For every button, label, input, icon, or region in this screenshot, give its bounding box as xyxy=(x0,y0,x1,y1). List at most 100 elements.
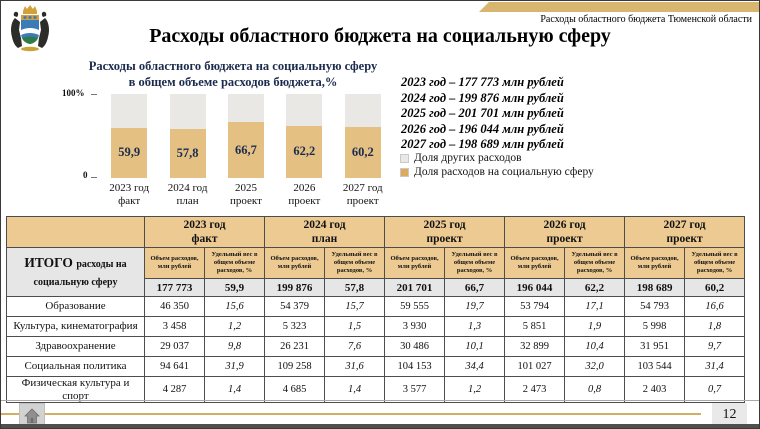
year-group-line1: 2025 год xyxy=(423,218,466,231)
year-group-line2: проект xyxy=(666,233,703,245)
total-value-cell: 57,8 xyxy=(324,278,386,297)
value-cell: 1,5 xyxy=(324,316,386,337)
value-cell: 31 951 xyxy=(624,336,686,357)
corner-tag: Расходы областного бюджета Тюменской обл… xyxy=(540,14,752,25)
x-axis-category-line1: 2025 xyxy=(234,182,257,194)
bar-segment-social-share: 57,8 xyxy=(169,129,206,178)
y-axis-tick-100: 100% xyxy=(62,88,85,98)
value-cell: 101 027 xyxy=(504,356,566,377)
value-cell: 46 350 xyxy=(144,296,205,317)
table-row: Физическая культура и спорт 4 287 1,4 4 685… xyxy=(6,375,746,404)
value-cell: 4 685 xyxy=(264,375,326,404)
x-axis-category-label: 2025 проект xyxy=(217,182,275,208)
axis-tick-mark xyxy=(91,177,97,178)
year-group-header: 2027 год проект xyxy=(624,216,746,248)
value-cell: 1,8 xyxy=(684,316,746,337)
value-cell: 2 473 xyxy=(504,375,566,404)
total-value-cell: 199 876 xyxy=(264,278,326,297)
value-cell: 53 794 xyxy=(504,296,566,317)
total-value-cell: 62,2 xyxy=(564,278,626,297)
table-total-row: 177 773 59,9 199 876 57,8 201 701 66,7 196 044… xyxy=(7,278,746,297)
x-axis-category-label: 2024 год план xyxy=(159,182,217,208)
value-cell: 0,7 xyxy=(684,375,746,404)
value-cell: 3 930 xyxy=(384,316,446,337)
stacked-bar-chart: 59,9 57,8 66,7 62,2 60,2 xyxy=(100,94,392,178)
year-group-line2: проект xyxy=(546,233,583,245)
value-cell: 5 998 xyxy=(624,316,686,337)
chart-bar: 62,2 xyxy=(286,94,323,178)
value-cell: 59 555 xyxy=(384,296,446,317)
page-number: 12 xyxy=(712,403,747,426)
value-cell: 32,0 xyxy=(564,356,626,377)
x-axis-category-line2: факт xyxy=(118,195,141,208)
value-cell: 109 258 xyxy=(264,356,326,377)
value-cell: 1,4 xyxy=(324,375,386,404)
value-cell: 54 379 xyxy=(264,296,326,317)
amount-line: 2024 год – 199 876 млн рублей xyxy=(401,90,564,105)
amount-line: 2027 год – 198 689 млн рублей xyxy=(401,137,564,151)
footer-separator xyxy=(1,400,759,401)
year-group-line2: план xyxy=(311,233,338,245)
itogo-subtitle: расходы на социальную сферу xyxy=(33,259,127,288)
home-icon xyxy=(24,408,40,424)
bar-segment-social-share: 66,7 xyxy=(227,122,264,178)
y-axis-tick-0: 0 xyxy=(83,170,88,180)
x-axis-category-line2: проект xyxy=(346,195,379,208)
chart-bar: 59,9 xyxy=(111,94,148,178)
year-group-header: 2026 год проект xyxy=(504,216,626,248)
row-label-cell: Физическая культура и спорт xyxy=(6,375,145,404)
table-header-row: 2023 год факт 2024 год план 2025 год проект 20… xyxy=(6,216,746,248)
amounts-list: 2023 год – 177 773 млн рублей 2024 год – … xyxy=(401,75,564,153)
x-axis-category-label: 2026 проект xyxy=(275,182,333,208)
legend-item: Доля других расходов xyxy=(400,152,594,164)
bar-segment-other-share xyxy=(227,94,264,122)
x-axis-category-label: 2023 год факт xyxy=(100,182,158,208)
bar-segment-social-share: 59,9 xyxy=(111,127,148,178)
chart-title-line2: в общем объеме расходов бюджета,% xyxy=(128,75,338,90)
column-subheader: Удельный вес в общем объеме расходов, % xyxy=(203,247,266,279)
year-group-line1: 2023 год xyxy=(183,218,226,231)
column-subheader: Удельный вес в общем объеме расходов, % xyxy=(324,247,386,279)
year-group-header: 2025 год проект xyxy=(384,216,506,248)
x-axis-category-line2: проект xyxy=(230,195,262,208)
chart-title-line1: Расходы областного бюджета на социальную… xyxy=(88,59,378,73)
bottom-bar xyxy=(1,424,759,428)
value-cell: 7,6 xyxy=(324,336,386,357)
bar-segment-other-share xyxy=(111,94,148,128)
value-cell: 31,4 xyxy=(684,356,746,377)
table-subheader-row: ИТОГО расходы на социальную сферу Объем р… xyxy=(6,247,746,297)
value-cell: 15,6 xyxy=(203,296,266,317)
value-cell: 4 287 xyxy=(144,375,205,404)
total-value-cell: 177 773 xyxy=(144,278,205,297)
table-corner-cell xyxy=(6,216,145,248)
total-value-cell: 201 701 xyxy=(384,278,446,297)
table-row: Здравоохранение 29 037 9,8 26 231 7,6 30 486 1… xyxy=(6,336,746,357)
bar-segment-other-share xyxy=(286,94,323,126)
table-row: Образование 46 350 15,6 54 379 15,7 59 555 19,… xyxy=(6,296,746,317)
total-value-cell: 59,9 xyxy=(203,278,266,297)
chart-legend: Доля других расходов Доля расходов на соц… xyxy=(400,152,594,180)
bar-value-label: 62,2 xyxy=(293,144,316,159)
year-group-header: 2023 год факт xyxy=(143,216,266,248)
value-cell: 29 037 xyxy=(144,336,205,357)
column-subheader: Удельный вес в общем объеме расходов, % xyxy=(684,247,746,279)
row-header-itogo: ИТОГО расходы на социальную сферу xyxy=(6,247,145,297)
value-cell: 30 486 xyxy=(384,336,446,357)
bar-segment-social-share: 62,2 xyxy=(286,125,323,178)
x-axis-category-line1: 2023 год xyxy=(109,182,150,194)
x-axis-category-line2: проект xyxy=(288,195,321,208)
total-value-cell: 196 044 xyxy=(504,278,566,297)
value-cell: 103 544 xyxy=(624,356,686,377)
legend-item: Доля расходов на социальную сферу xyxy=(400,166,594,178)
total-value-cell: 66,7 xyxy=(444,278,506,297)
column-subheader: Объем расходов, млн рублей xyxy=(504,247,566,279)
bar-value-label: 57,8 xyxy=(176,146,199,161)
home-button[interactable] xyxy=(19,403,45,428)
year-group-header: 2024 год план xyxy=(264,216,386,248)
value-cell: 31,9 xyxy=(203,356,266,377)
tyumen-coat-of-arms-icon xyxy=(11,5,49,52)
value-cell: 1,3 xyxy=(444,316,506,337)
value-cell: 0,8 xyxy=(564,375,626,404)
bar-segment-other-share xyxy=(344,94,381,128)
